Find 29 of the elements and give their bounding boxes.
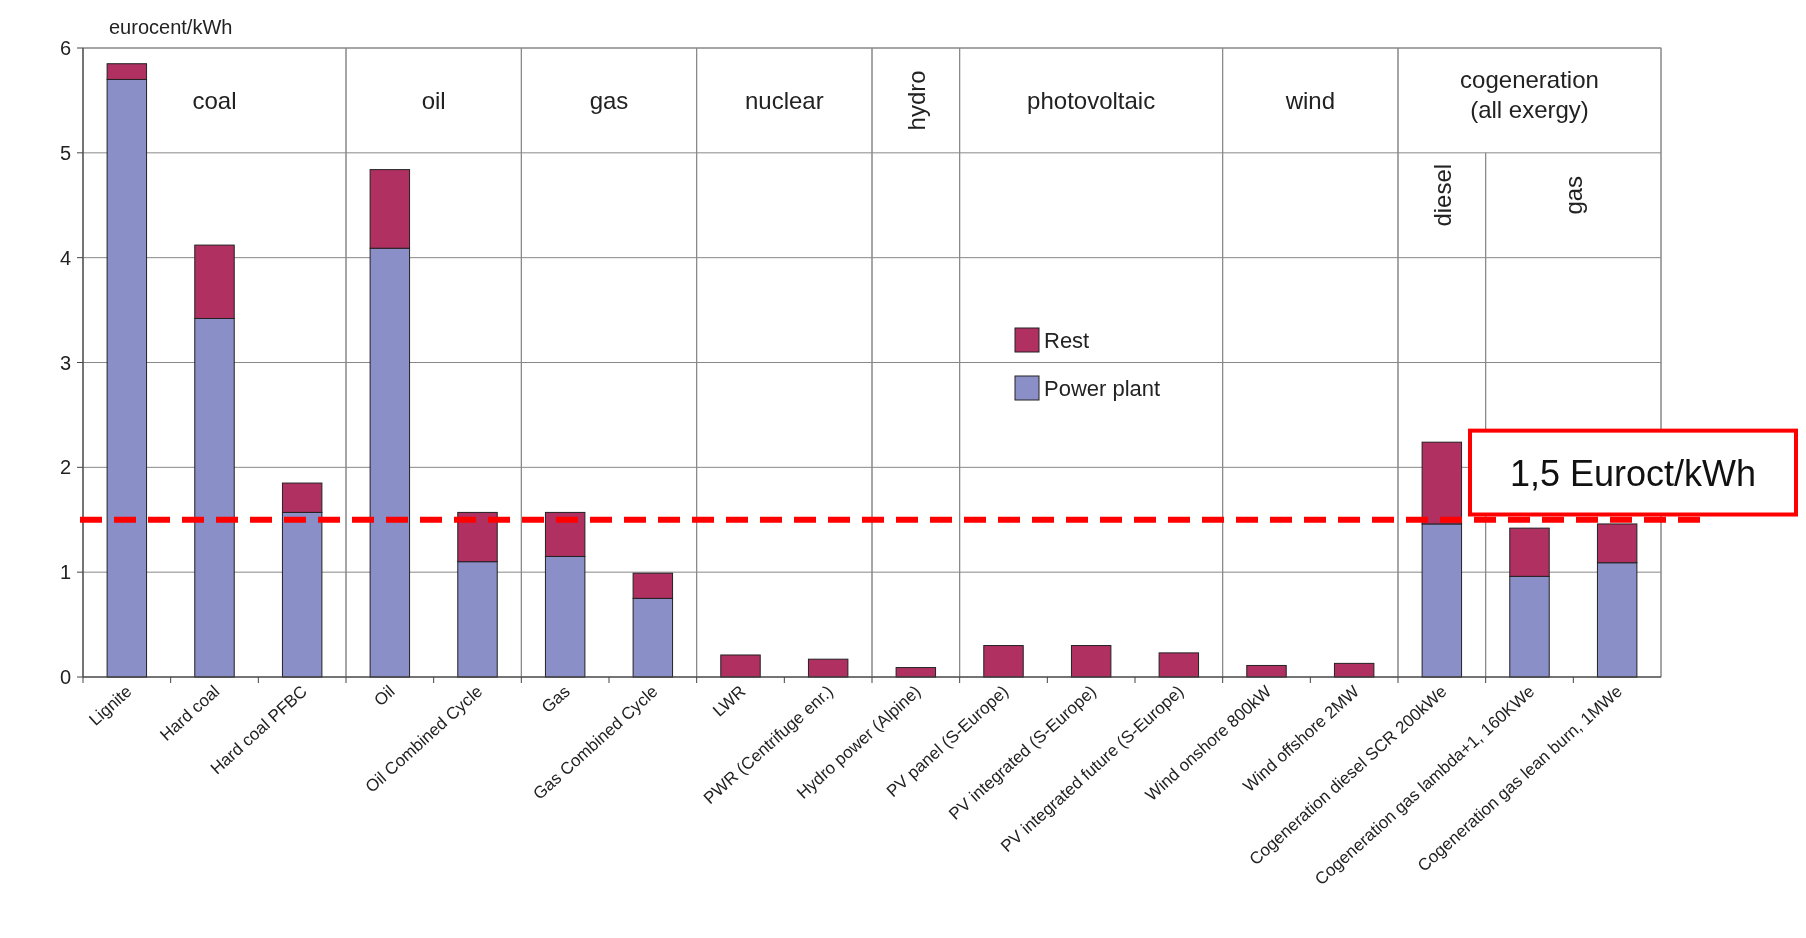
annotation: oil bbox=[421, 87, 446, 115]
bar bbox=[720, 654, 761, 678]
y-tick-label: 3 bbox=[59, 351, 71, 374]
bar bbox=[1333, 662, 1375, 678]
y-tick-label: 6 bbox=[59, 37, 71, 59]
bar bbox=[807, 658, 849, 678]
bar bbox=[1158, 652, 1200, 678]
bar bbox=[1070, 645, 1112, 678]
x-tick-label: Gas bbox=[537, 681, 574, 717]
y-tick-label: 5 bbox=[59, 141, 71, 164]
annotation: cogeneration (all exergy) bbox=[1460, 66, 1599, 123]
annotation: diesel bbox=[1428, 163, 1456, 227]
y-tick-label: 1 bbox=[59, 561, 71, 584]
y-tick-label: 0 bbox=[59, 666, 71, 688]
annotation: coal bbox=[192, 87, 237, 115]
annotation: photovoltaic bbox=[1027, 87, 1156, 115]
annotation: nuclear bbox=[744, 87, 824, 115]
bar bbox=[983, 645, 1024, 678]
y-axis-title: eurocent/kWh bbox=[109, 16, 233, 38]
ref-line-label: 1,5 Euroct/kWh bbox=[1509, 452, 1757, 494]
annotation: wind bbox=[1284, 87, 1336, 115]
legend-label: Power plant bbox=[1044, 376, 1161, 401]
annotation: gas bbox=[1560, 175, 1588, 215]
annotation: hydro bbox=[902, 70, 930, 131]
annotation: gas bbox=[589, 87, 629, 115]
x-tick-label: Oil bbox=[370, 681, 399, 710]
legend-label: Rest bbox=[1044, 328, 1090, 353]
y-tick-label: 2 bbox=[59, 456, 71, 479]
y-tick-label: 4 bbox=[59, 246, 71, 269]
